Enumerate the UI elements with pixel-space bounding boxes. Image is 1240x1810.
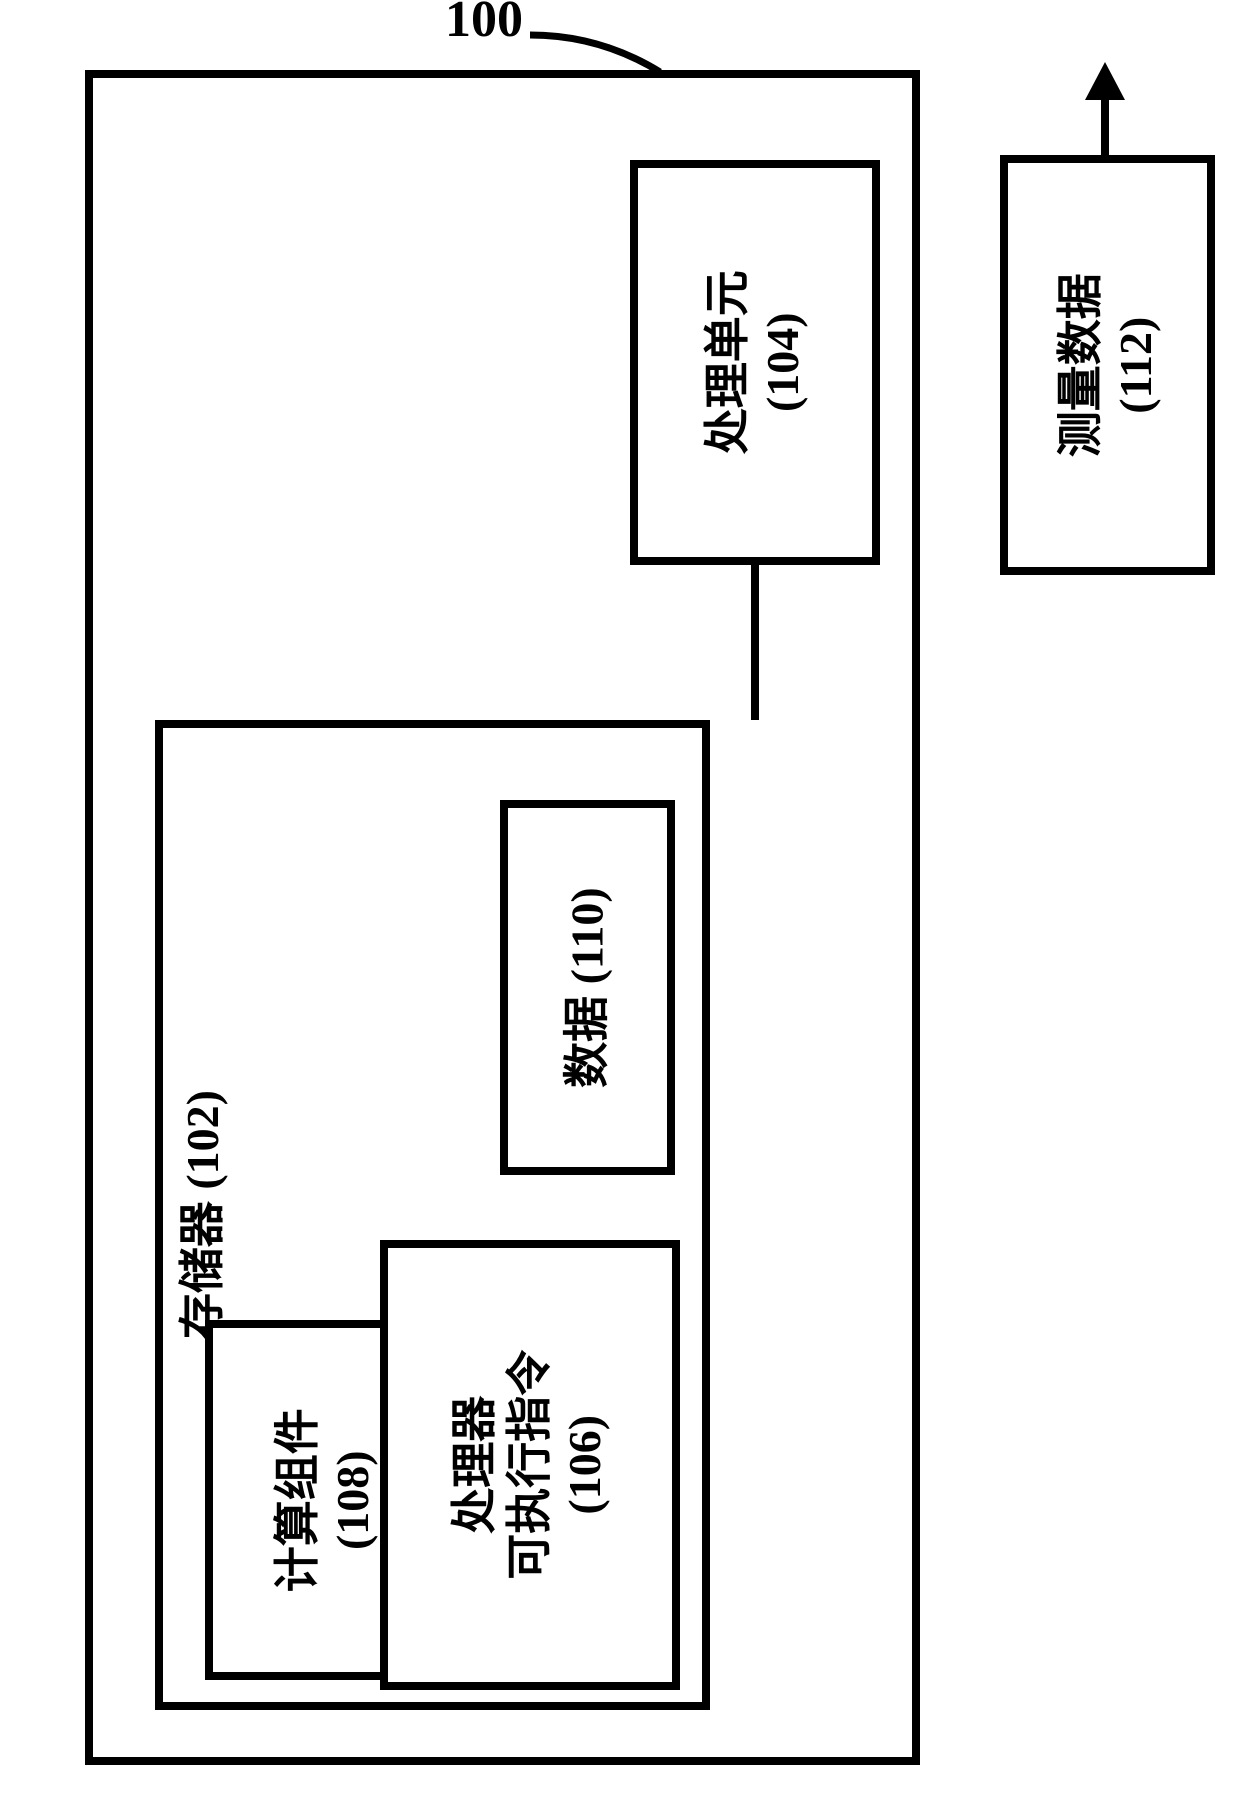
measurement-data-label: 测量数据 (112) (1052, 273, 1162, 457)
reference-label: 100 (445, 0, 525, 70)
compute-component-label: 计算组件 (108) (270, 1408, 380, 1592)
processor-instr-box: 处理器 可执行指令 (106) (380, 1240, 680, 1690)
block-diagram: 100 存储器 (102) 计算组件 (108) 数据 (110) 处理器 可执… (0, 0, 1240, 1810)
processing-unit-label: 处理单元 (104) (700, 271, 810, 455)
processing-unit-box: 处理单元 (104) (630, 160, 880, 565)
memory-label: 存储器 (102) (175, 1090, 230, 1339)
data-label: 数据 (110) (560, 887, 615, 1088)
data-box: 数据 (110) (500, 800, 675, 1175)
measurement-data-box: 测量数据 (112) (1000, 155, 1215, 575)
arrowhead-up-icon (1085, 62, 1125, 100)
leader-curve (530, 35, 660, 72)
processor-instr-label: 处理器 可执行指令 (106) (447, 1350, 613, 1580)
